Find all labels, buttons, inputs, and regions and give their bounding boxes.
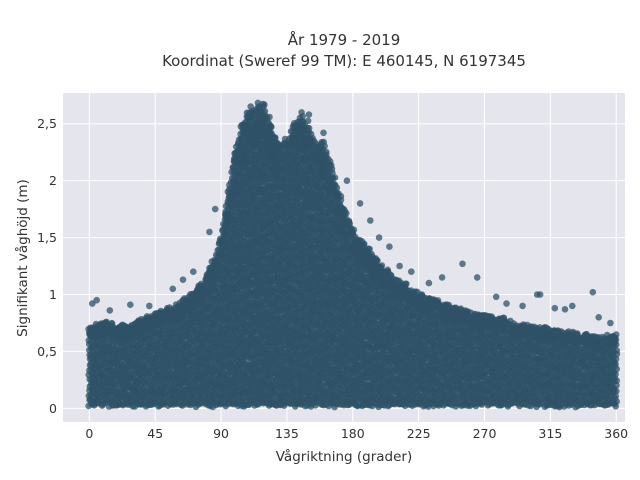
- data-point: [305, 124, 313, 132]
- data-points: [85, 99, 621, 411]
